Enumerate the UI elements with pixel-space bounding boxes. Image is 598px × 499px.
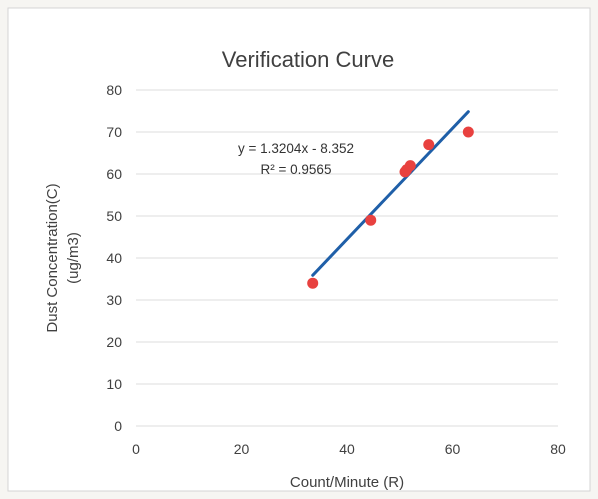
y-tick-label: 30 [106,292,122,308]
x-axis-label: Count/Minute (R) [290,474,404,491]
y-tick-label: 60 [106,166,122,182]
x-tick-label: 20 [234,441,250,457]
tick-labels: 0 10 20 30 40 50 60 70 80 0 20 40 60 80 [106,82,566,457]
data-point [423,139,435,151]
trendline [311,110,470,277]
chart-frame [7,7,591,492]
y-axis-label-line-2: (ug/m3) [65,232,82,284]
data-point [462,126,474,138]
y-axis-label: Dust Concentration(C) (ug/m3) [44,183,82,332]
gridlines [136,89,558,427]
trendline-r-squared: R² = 0.9565 [261,162,332,177]
data-point [307,277,319,289]
x-tick-label: 0 [132,441,140,457]
x-tick-label: 80 [550,441,566,457]
trendline-equation: y = 1.3204x - 8.352 [238,141,354,156]
y-tick-label: 50 [106,208,122,224]
data-points [307,126,474,289]
y-tick-label: 10 [106,376,122,392]
y-tick-label: 80 [106,82,122,98]
y-axis-label-line-1: Dust Concentration(C) [44,183,61,332]
data-point [404,160,416,172]
data-point [365,214,377,226]
trendline-layer [311,110,470,277]
x-tick-label: 40 [339,441,355,457]
y-tick-label: 40 [106,250,122,266]
y-tick-label: 70 [106,124,122,140]
y-tick-label: 0 [114,418,122,434]
chart-title: Verification Curve [222,47,394,72]
y-tick-label: 20 [106,334,122,350]
x-tick-label: 60 [445,441,461,457]
